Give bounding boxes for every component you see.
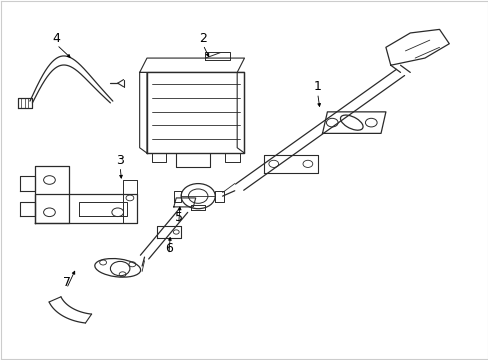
- Polygon shape: [18, 98, 32, 108]
- Text: 1: 1: [313, 80, 321, 93]
- Text: 4: 4: [53, 32, 61, 45]
- Text: 7: 7: [62, 276, 70, 289]
- Text: 3: 3: [116, 154, 124, 167]
- Text: 2: 2: [199, 32, 206, 45]
- Text: 5: 5: [174, 211, 183, 224]
- Text: 6: 6: [164, 242, 172, 255]
